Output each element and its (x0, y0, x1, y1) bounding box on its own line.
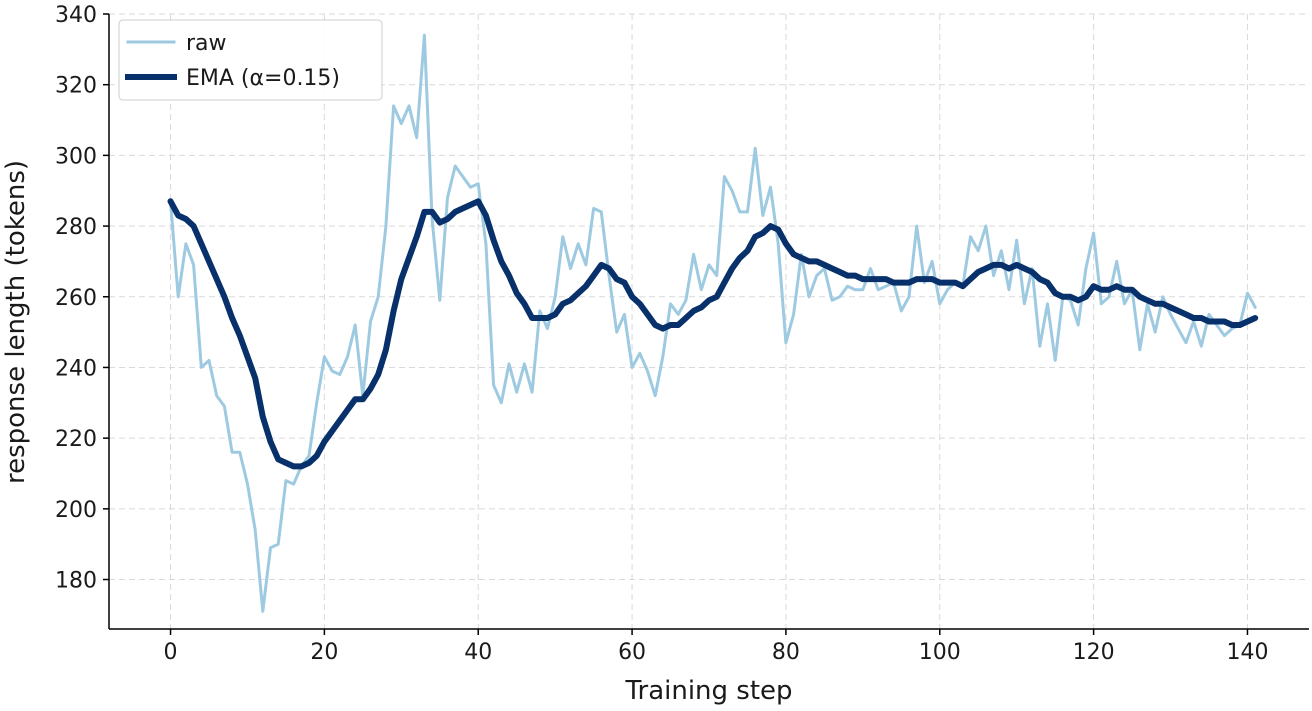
grid-lines (109, 13, 1309, 629)
axes (108, 14, 1309, 630)
y-axis-label: response length (tokens) (1, 160, 31, 484)
y-tick-label: 320 (55, 74, 97, 99)
y-tick-label: 280 (55, 215, 97, 240)
x-axis-label: Training step (624, 676, 792, 706)
series-line-ema (167, 198, 1259, 470)
legend-label-ema: EMA (α=0.15) (186, 66, 340, 91)
legend: raw EMA (α=0.15) (118, 19, 383, 101)
legend-box (118, 19, 383, 101)
y-tick-label: 340 (55, 3, 97, 28)
x-tick-label: 60 (618, 640, 646, 665)
y-tick-label: 180 (55, 569, 97, 594)
y-tick-label: 240 (55, 356, 97, 381)
x-tick-label: 80 (772, 640, 800, 665)
x-tick-label: 40 (464, 640, 492, 665)
y-tick-label: 220 (55, 427, 97, 452)
x-tick-label: 120 (1073, 640, 1115, 665)
series-lines (167, 33, 1259, 613)
x-tick-label: 100 (919, 640, 961, 665)
y-tick-label: 200 (55, 498, 97, 523)
legend-label-raw: raw (186, 31, 227, 56)
x-tick-label: 0 (164, 640, 178, 665)
y-tick-label: 300 (55, 144, 97, 169)
series-line-raw (169, 33, 1257, 613)
x-tick-label: 20 (310, 640, 338, 665)
x-tick-label: 140 (1226, 640, 1268, 665)
y-tick-label: 260 (55, 286, 97, 311)
tick-labels: 0 20 40 60 80 100 120 140 180 200 220 240 260 280 300 3… (55, 3, 1268, 665)
